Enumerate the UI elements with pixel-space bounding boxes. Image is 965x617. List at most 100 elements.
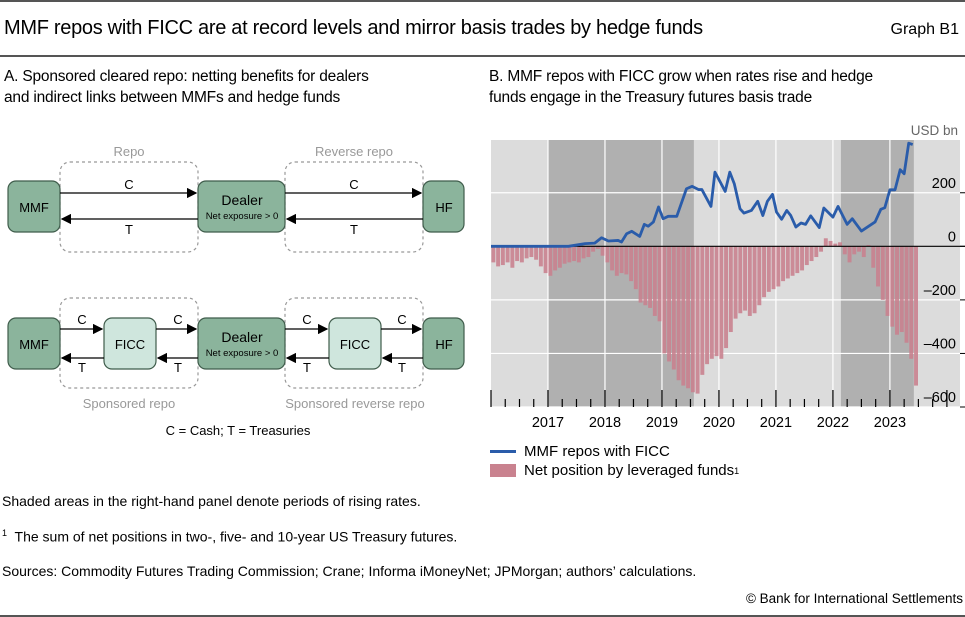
y-tick-label: 0 (948, 229, 956, 245)
net-position-bar (657, 246, 662, 322)
net-position-bar (876, 246, 881, 287)
y-tick-label: –400 (924, 336, 956, 352)
net-position-bar (833, 243, 838, 247)
x-tick-label: 2022 (817, 415, 849, 431)
net-position-bar (790, 246, 795, 276)
dealer-sublabel: Net exposure > 0 (206, 211, 279, 222)
net-position-bar (728, 246, 733, 333)
net-position-bar (491, 246, 496, 263)
net-position-bar (581, 246, 586, 259)
net-position-bar (795, 246, 800, 274)
net-position-bar (619, 246, 624, 274)
net-position-bar (633, 246, 638, 290)
net-position-bar (548, 246, 553, 276)
net-position-bar (823, 238, 828, 247)
x-tick-label: 2018 (589, 415, 621, 431)
net-position-bar (762, 246, 767, 298)
y-tick-label: –200 (924, 283, 956, 299)
legend-item-line: MMF repos with FICC (490, 443, 670, 460)
net-position-bar (648, 246, 653, 308)
net-position-bar (572, 246, 577, 262)
dealer-label: Dealer (221, 329, 263, 345)
footnote-text: The sum of net positions in two-, five- … (14, 528, 458, 545)
net-position-bar (515, 246, 520, 262)
panel-b-title: B. MMF repos with FICC grow when rates r… (489, 66, 873, 108)
hf-box-bottom (422, 317, 465, 370)
copyright: © Bank for International Settlements (745, 591, 963, 606)
cash-label: C (173, 312, 182, 327)
net-position-bar (600, 246, 605, 256)
net-position-bar (857, 246, 862, 252)
net-position-bar (800, 246, 805, 271)
net-position-bar (629, 246, 634, 282)
panel-b-title-line2: funds engage in the Treasury futures bas… (489, 89, 812, 106)
net-position-bar (871, 246, 876, 268)
net-position-bar (847, 246, 852, 263)
hf-box-top (422, 180, 465, 233)
net-position-bar (890, 246, 895, 327)
net-position-bar (819, 246, 824, 252)
bottom-rule (0, 615, 965, 617)
net-position-bar (690, 246, 695, 393)
net-position-bar (567, 246, 572, 263)
net-position-bar (766, 246, 771, 292)
net-position-bar (724, 246, 729, 349)
net-position-bar (709, 246, 714, 359)
panel-b-title-line1: B. MMF repos with FICC grow when rates r… (489, 68, 873, 85)
x-tick-label: 2023 (874, 415, 906, 431)
net-position-bar (804, 246, 809, 266)
net-position-bar (676, 246, 681, 381)
treasuries-label: T (174, 360, 182, 375)
repo-label: Repo (113, 144, 144, 159)
net-position-bar (852, 246, 857, 255)
ficc-label: FICC (340, 337, 370, 352)
ficc-box-left (103, 317, 157, 370)
net-position-bar (771, 246, 776, 290)
net-position-bar (895, 246, 900, 335)
net-position-bar (757, 246, 762, 306)
net-position-bar (899, 246, 904, 333)
hf-label: HF (435, 200, 452, 215)
treasuries-label: T (350, 222, 358, 237)
net-position-bar (781, 246, 786, 282)
unit-label: USD bn (911, 123, 958, 138)
mmf-label: MMF (19, 337, 49, 352)
dealer-box-top (197, 180, 286, 233)
net-position-bar (529, 246, 534, 258)
net-position-bar (785, 246, 790, 279)
cash-label: C (397, 312, 406, 327)
net-position-bar (614, 246, 619, 276)
sponsored-repo-label: Sponsored repo (83, 396, 176, 411)
cash-label: C (124, 177, 133, 192)
net-position-bar (828, 240, 833, 247)
mmf-label: MMF (19, 200, 49, 215)
net-position-bar (605, 246, 610, 263)
net-position-bar (510, 246, 515, 268)
net-position-bar (643, 246, 648, 306)
dealer-label: Dealer (221, 192, 263, 208)
mmf-box-top (7, 180, 61, 233)
net-position-bar (695, 246, 700, 394)
net-position-bar (885, 246, 890, 316)
net-position-bar (638, 246, 643, 303)
net-position-bar (914, 246, 918, 386)
x-tick-label: 2020 (703, 415, 735, 431)
net-position-bar (667, 246, 672, 362)
y-tick-label: 200 (932, 176, 956, 192)
footnote: 1 The sum of net positions in two-, five… (2, 528, 457, 545)
net-position-bar (553, 246, 558, 271)
mmf-repos-line (491, 141, 914, 248)
net-position-bar (814, 246, 819, 258)
panel-a-title-line1: A. Sponsored cleared repo: netting benef… (4, 68, 369, 85)
graph-number: Graph B1 (890, 21, 959, 38)
net-position-bar (700, 246, 705, 375)
x-tick-label: 2017 (532, 415, 564, 431)
graph-title: MMF repos with FICC are at record levels… (4, 17, 703, 39)
net-position-bar (681, 246, 686, 386)
net-position-bar (624, 246, 629, 275)
net-position-bar (496, 246, 501, 267)
net-position-bar (557, 246, 562, 268)
net-position-bar (705, 246, 710, 365)
shading-note: Shaded areas in the right-hand panel den… (2, 493, 421, 509)
legend-bar-swatch (490, 464, 516, 477)
